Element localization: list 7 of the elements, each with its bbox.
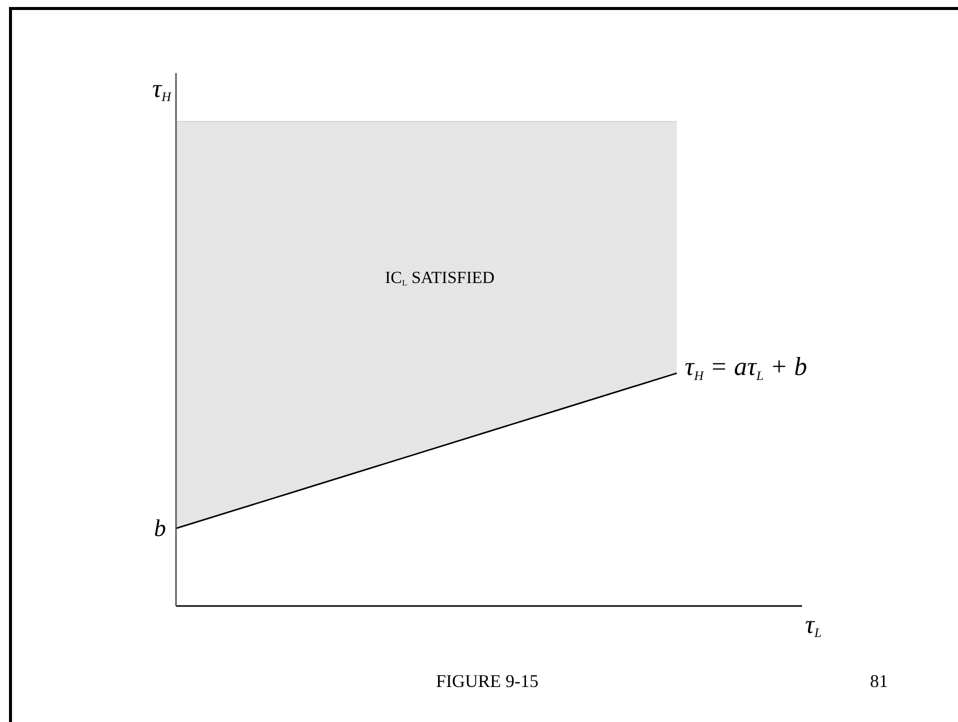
x-axis-title: τ$_{L}$: [805, 610, 822, 640]
text: 81: [870, 671, 888, 691]
annotation: IC$_{L}$ SATISFIED: [385, 268, 495, 288]
text: b: [154, 516, 166, 542]
series-label: τ$_{H}$ = aτ$_{L}$ + b: [684, 352, 808, 384]
y-axis-title: τ$_{H}$: [152, 74, 171, 104]
caption: FIGURE 9-15: [436, 671, 538, 691]
